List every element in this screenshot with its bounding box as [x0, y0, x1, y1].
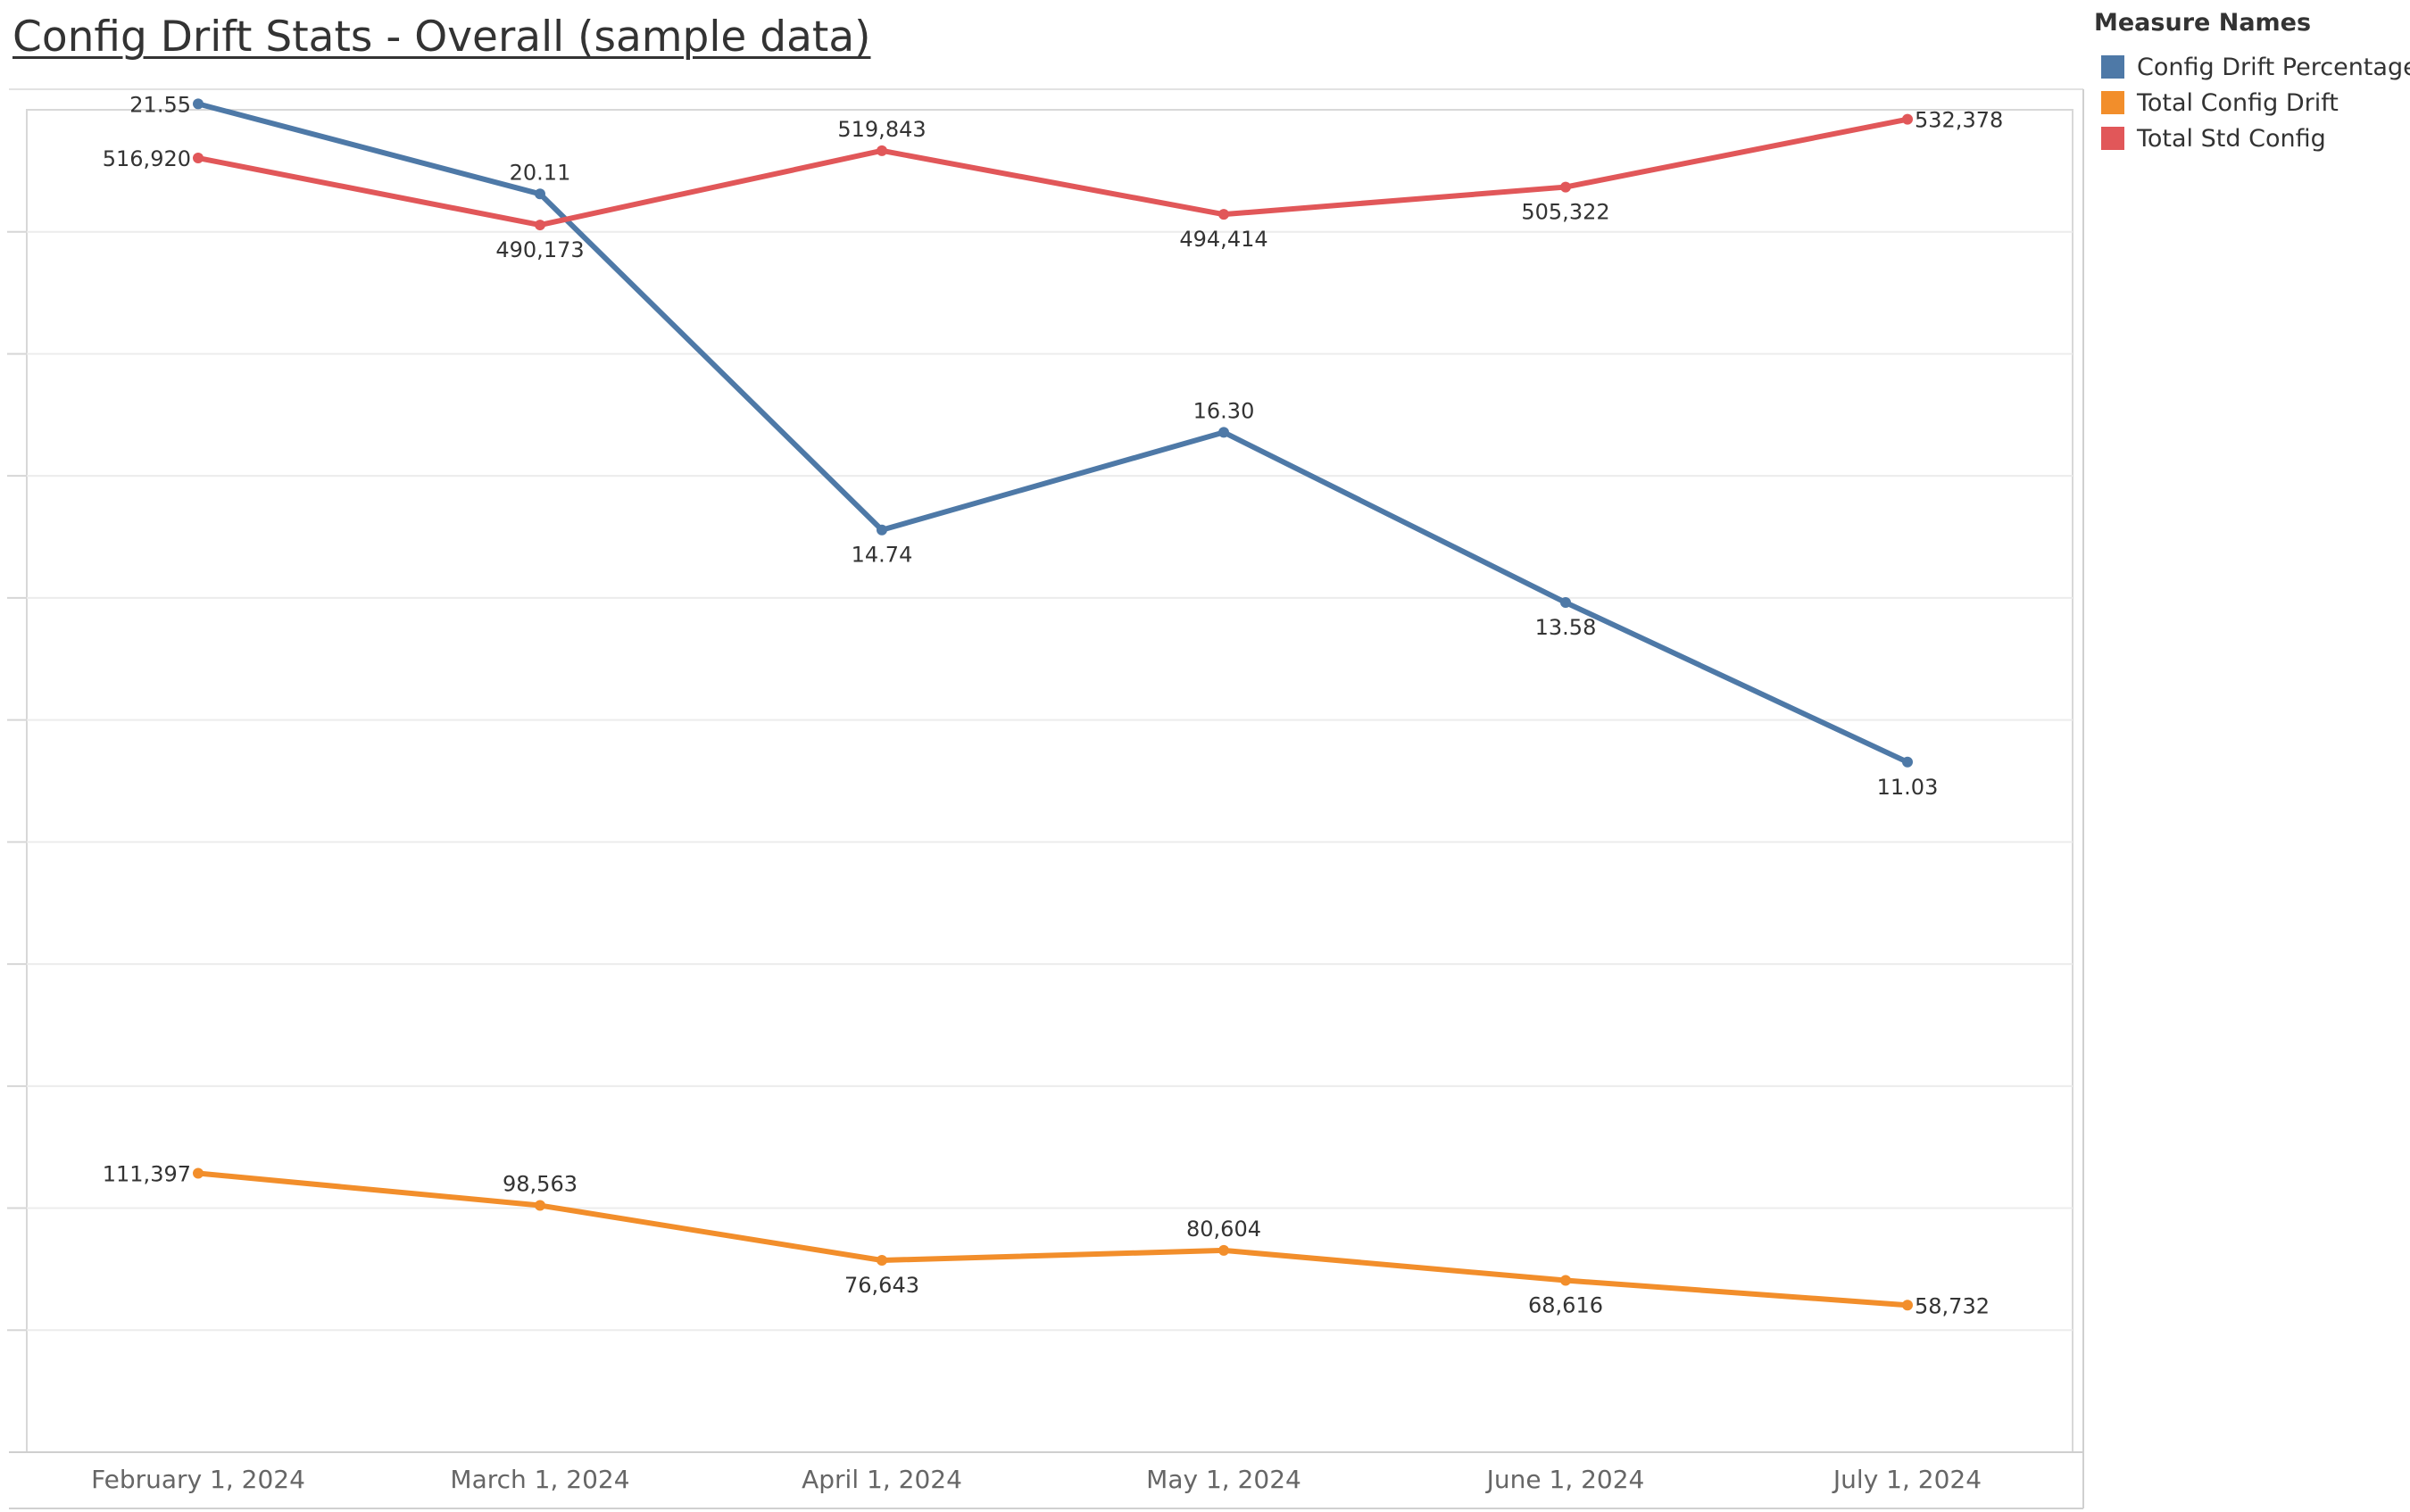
x-tick-label: June 1, 2024	[1485, 1465, 1645, 1494]
legend-item-total-std-config[interactable]: Total Std Config	[2094, 120, 2410, 156]
data-point	[535, 188, 545, 200]
data-labels: 21.55 20.11 14.74 16.30 13.58 11.03 111,397 98,…	[103, 92, 2004, 1318]
data-label: 11.03	[1877, 775, 1939, 800]
data-point	[877, 524, 887, 536]
x-axis-ticks: February 1, 2024 March 1, 2024 April 1, 20…	[91, 1465, 1982, 1494]
data-point	[535, 220, 545, 231]
plot-border	[26, 109, 2073, 1453]
data-label: 14.74	[852, 543, 913, 568]
data-point	[1902, 113, 1913, 125]
data-point	[193, 153, 204, 164]
legend[interactable]: Measure Names Config Drift Percentage To…	[2094, 9, 2410, 156]
legend-label: Config Drift Percentage	[2137, 53, 2410, 81]
legend-title: Measure Names	[2094, 9, 2312, 37]
legend-label: Total Std Config	[2137, 124, 2326, 153]
data-label: 80,604	[1186, 1217, 1261, 1242]
legend-label: Total Config Drift	[2137, 88, 2339, 117]
chart-title: Config Drift Stats - Overall (sample dat…	[12, 12, 871, 62]
plot-frame	[9, 88, 2084, 1509]
series-line-0	[197, 101, 1909, 765]
series-line-2	[197, 116, 1908, 228]
data-point	[1560, 597, 1571, 609]
data-label: 490,173	[495, 237, 584, 262]
x-tick-label: March 1, 2024	[450, 1465, 629, 1494]
legend-swatch-red	[2101, 127, 2124, 150]
data-label: 68,616	[1528, 1293, 1603, 1318]
data-point	[193, 1167, 204, 1179]
data-point	[1560, 181, 1571, 193]
data-label: 494,414	[1179, 227, 1267, 252]
x-tick-label: April 1, 2024	[802, 1465, 962, 1494]
data-point	[1218, 209, 1229, 220]
data-label: 519,843	[837, 117, 926, 142]
legend-item-config-drift-percentage[interactable]: Config Drift Percentage	[2094, 49, 2410, 85]
x-tick-label: July 1, 2024	[1832, 1465, 1982, 1494]
data-label: 532,378	[1915, 108, 2003, 133]
data-point	[1218, 427, 1229, 438]
data-label: 111,397	[103, 1162, 191, 1187]
data-label: 16.30	[1193, 398, 1255, 423]
data-label: 58,732	[1915, 1293, 1990, 1318]
data-point	[1560, 1275, 1571, 1286]
data-point	[877, 145, 887, 156]
data-point	[193, 98, 204, 110]
data-label: 98,563	[503, 1172, 578, 1197]
x-tick-label: May 1, 2024	[1146, 1465, 1301, 1494]
data-label: 516,920	[103, 146, 191, 171]
gridlines	[7, 230, 2073, 1332]
series-line-1	[197, 1170, 1908, 1308]
data-point	[535, 1200, 545, 1211]
data-label: 505,322	[1521, 200, 1609, 225]
series-lines	[197, 101, 1909, 1308]
data-point	[1902, 756, 1913, 768]
legend-swatch-blue	[2101, 55, 2124, 79]
data-label: 13.58	[1535, 615, 1597, 640]
data-label: 21.55	[129, 92, 191, 117]
data-point	[1218, 1244, 1229, 1256]
data-label: 20.11	[510, 160, 571, 185]
x-tick-label: February 1, 2024	[91, 1465, 305, 1494]
legend-item-total-config-drift[interactable]: Total Config Drift	[2094, 85, 2410, 120]
legend-swatch-orange	[2101, 91, 2124, 114]
data-label: 76,643	[844, 1273, 919, 1298]
data-point	[877, 1255, 887, 1267]
data-points	[193, 98, 1913, 1311]
data-point	[1902, 1300, 1913, 1311]
